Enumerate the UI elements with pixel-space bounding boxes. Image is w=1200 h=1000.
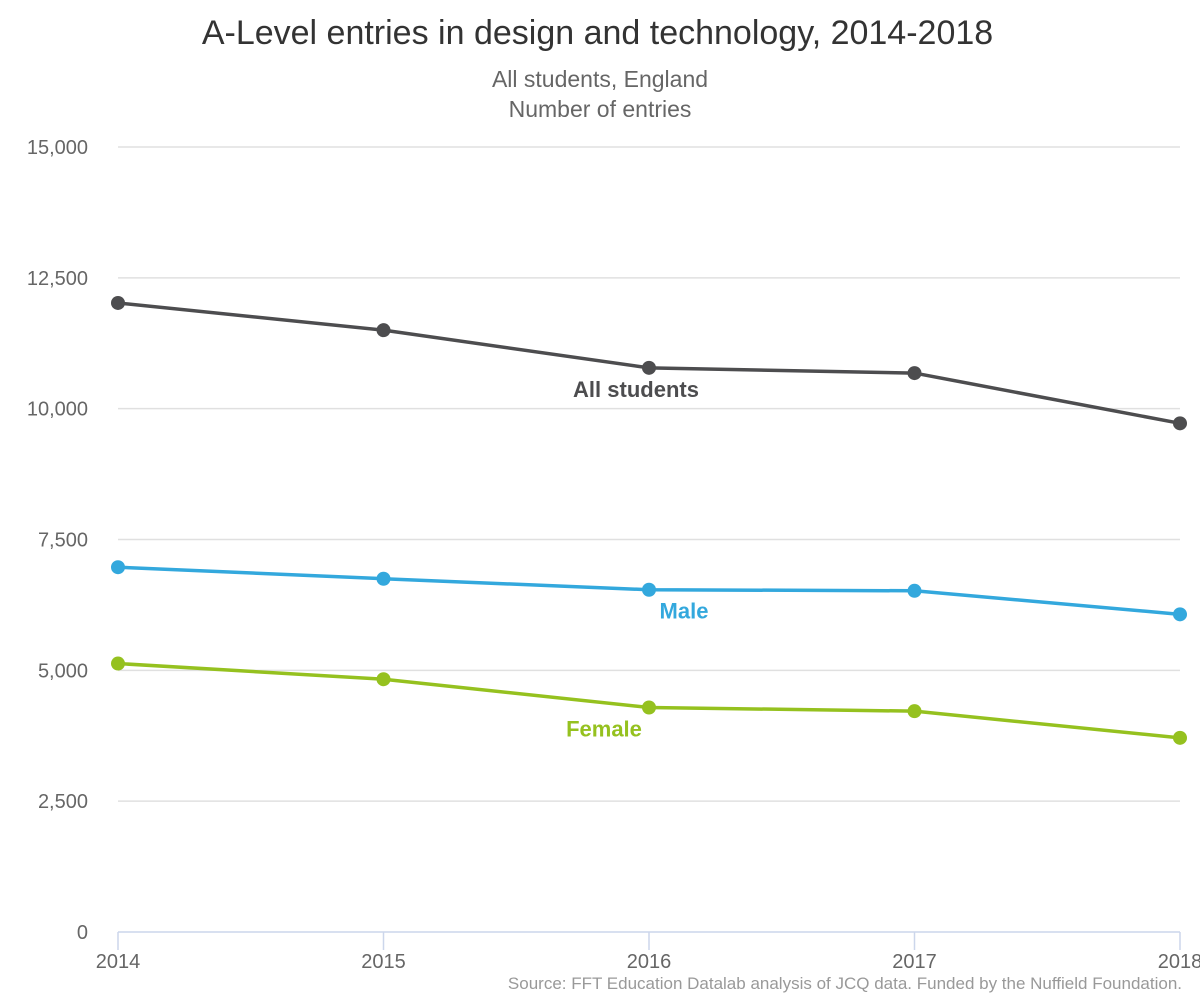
data-point <box>1173 416 1187 431</box>
data-point <box>1173 730 1187 745</box>
x-tick-label: 2018 <box>1158 951 1200 973</box>
data-point <box>111 560 125 575</box>
y-tick-label: 2,500 <box>38 791 88 813</box>
data-point <box>907 583 922 598</box>
series-label: All students <box>573 377 699 402</box>
x-tick-label: 2014 <box>96 951 141 973</box>
data-point <box>642 700 656 715</box>
y-tick-label: 12,500 <box>27 268 88 290</box>
source-note: Source: FFT Education Datalab analysis o… <box>507 974 1182 993</box>
data-point <box>376 571 391 586</box>
data-point <box>907 366 922 381</box>
y-tick-label: 15,000 <box>27 137 88 159</box>
x-tick-label: 2016 <box>627 951 672 973</box>
data-point <box>111 295 125 310</box>
y-tick-label: 7,500 <box>38 530 88 552</box>
y-tick-label: 5,000 <box>38 660 88 682</box>
data-point <box>111 656 125 671</box>
y-tick-label: 0 <box>77 922 88 944</box>
data-point <box>376 672 391 687</box>
chart-title: A-Level entries in design and technology… <box>201 14 994 52</box>
data-point <box>907 704 922 719</box>
data-point <box>1173 607 1187 622</box>
series-label: Female <box>566 716 642 741</box>
y-tick-label: 10,000 <box>27 399 88 421</box>
x-tick-label: 2015 <box>361 951 406 973</box>
series-label: Male <box>660 599 709 624</box>
data-point <box>642 582 656 597</box>
chart-subtitle-line-2: Number of entries <box>508 96 692 122</box>
chart-subtitle-line-1: All students, England <box>491 66 709 92</box>
data-point <box>642 360 656 375</box>
data-point <box>376 323 391 338</box>
x-tick-label: 2017 <box>892 951 937 973</box>
